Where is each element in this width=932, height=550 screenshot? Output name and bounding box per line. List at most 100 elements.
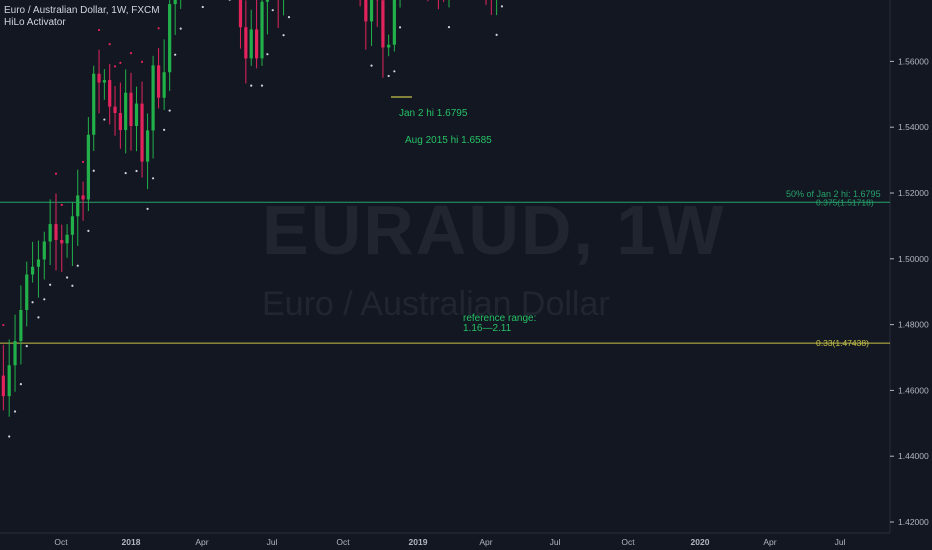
hilo-dot (250, 84, 253, 87)
annotation-text: 1.16—2.11 (463, 323, 512, 334)
y-tick-label: 1.42000 (898, 517, 929, 527)
candle-body (157, 65, 161, 98)
hilo-dot (25, 345, 28, 348)
candle-body (387, 44, 391, 48)
y-tick-label: 1.48000 (898, 320, 929, 330)
hilo-dot (103, 118, 106, 121)
candle-body (265, 0, 269, 2)
candle-body (108, 80, 112, 107)
hilo-dot (108, 43, 111, 46)
y-tick-label: 1.46000 (898, 385, 929, 395)
hilo-dot (393, 70, 396, 73)
candle-body (238, 0, 243, 28)
candle-body (134, 103, 139, 127)
candle-body (173, 0, 177, 5)
candle-body (124, 92, 128, 131)
candle-body (392, 0, 396, 45)
y-tick-label: 1.52000 (898, 188, 929, 198)
hilo-dot (179, 27, 182, 30)
hilo-dot (129, 51, 133, 55)
x-tick-label: Oct (54, 537, 68, 547)
hilo-dot (398, 26, 402, 29)
x-tick-label: 2020 (691, 537, 710, 547)
hilo-dot (228, 0, 231, 1)
y-tick-label: 1.44000 (898, 451, 929, 461)
y-tick-label: 1.54000 (898, 122, 929, 132)
candle-body (151, 65, 155, 131)
level-label: 0.375(1.51718) (816, 197, 874, 207)
candle-body (97, 73, 101, 83)
hilo-dot (113, 65, 117, 68)
hilo-dot (146, 207, 149, 211)
hilo-dot (119, 61, 122, 64)
hilo-dot (65, 276, 69, 279)
hilo-dot (387, 74, 390, 78)
annotation-text: reference range: (463, 313, 536, 324)
hilo-dot (13, 410, 17, 413)
annotation-text: 50% of Jan 2 hi: 1.6795 (786, 189, 881, 199)
hilo-dot (87, 229, 90, 232)
hilo-dot (201, 5, 204, 9)
candle-body (255, 29, 259, 59)
hilo-dot (135, 169, 138, 173)
x-tick-label: Oct (336, 537, 350, 547)
candle-body (364, 0, 368, 22)
x-tick-label: Jul (267, 537, 278, 547)
hilo-dot (76, 264, 79, 267)
candle-body (92, 73, 96, 135)
x-tick-label: Apr (195, 537, 208, 547)
candle-body (76, 195, 80, 217)
hilo-dot (500, 5, 504, 8)
x-tick-label: Apr (763, 537, 776, 547)
y-tick-label: 1.58000 (898, 0, 929, 1)
candle-body (81, 195, 85, 200)
candle-body (260, 1, 264, 59)
hilo-dot (151, 177, 155, 180)
candle-body (65, 234, 69, 244)
hilo-dot (287, 16, 291, 19)
hilo-dot (19, 383, 22, 386)
hilo-dot (260, 84, 264, 87)
hilo-dot (157, 27, 160, 30)
candle-body (30, 266, 35, 275)
hilo-dot (124, 171, 127, 175)
candle-body (113, 106, 117, 113)
x-tick-label: Jul (835, 537, 846, 547)
y-tick-label: 1.56000 (898, 56, 929, 66)
candle-body (1, 375, 5, 397)
hilo-dot (54, 172, 58, 175)
level-label: 0.33(1.47438) (816, 338, 869, 348)
hilo-dot (49, 283, 52, 286)
hilo-dot (37, 316, 40, 319)
indicator-label[interactable]: HiLo Activator (4, 17, 66, 28)
x-tick-label: 2019 (409, 537, 428, 547)
candle-body (60, 240, 64, 244)
candle-body (25, 274, 29, 310)
candle-body (244, 27, 248, 59)
symbol-title[interactable]: Euro / Australian Dollar, 1W, FXCM (4, 5, 160, 16)
candle-body (13, 341, 17, 366)
hilo-dot (31, 301, 34, 304)
hilo-dot (168, 109, 171, 112)
candle-body (168, 4, 172, 73)
x-tick-label: Apr (479, 537, 492, 547)
hilo-dot (370, 64, 373, 67)
x-tick-label: Jul (550, 537, 561, 547)
hilo-dot (43, 298, 46, 301)
hilo-dot (282, 34, 285, 37)
candle-body (7, 365, 11, 397)
candle-body (140, 103, 144, 162)
hilo-dot (271, 9, 274, 12)
candle-body (369, 0, 374, 22)
candle-body (381, 0, 385, 48)
hilo-dot (97, 28, 101, 32)
candle-body (145, 130, 150, 162)
x-tick-label: 2018 (122, 537, 141, 547)
hilo-dot (447, 26, 451, 29)
hilo-dot (140, 60, 144, 63)
candle-body (19, 309, 23, 342)
y-tick-label: 1.50000 (898, 254, 929, 264)
hilo-dot (163, 128, 166, 131)
